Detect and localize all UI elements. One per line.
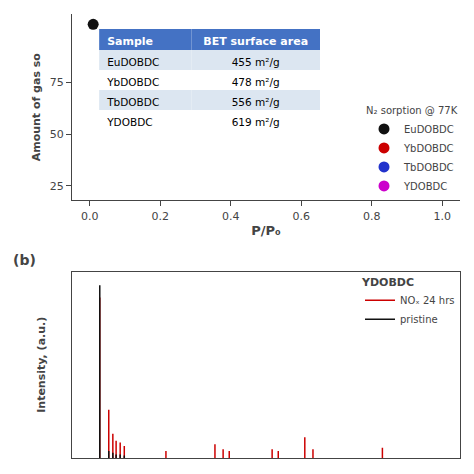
svg-text:0.0: 0.0 xyxy=(81,210,99,223)
svg-text:NOₓ 24 hrs: NOₓ 24 hrs xyxy=(400,295,455,306)
svg-text:50: 50 xyxy=(50,128,64,141)
svg-text:P/P₀: P/P₀ xyxy=(251,223,281,238)
svg-text:YDOBDC: YDOBDC xyxy=(403,181,447,192)
svg-text:619 m²/g: 619 m²/g xyxy=(232,116,280,128)
svg-text:N₂ sorption @ 77K: N₂ sorption @ 77K xyxy=(366,105,458,116)
svg-text:TbDOBDC: TbDOBDC xyxy=(106,96,159,108)
svg-text:EuDOBDC: EuDOBDC xyxy=(107,56,159,68)
svg-text:556 m²/g: 556 m²/g xyxy=(232,96,280,108)
svg-text:0.6: 0.6 xyxy=(293,210,311,223)
svg-text:455 m²/g: 455 m²/g xyxy=(232,56,280,68)
svg-text:1.0: 1.0 xyxy=(434,210,452,223)
svg-text:YDOBDC: YDOBDC xyxy=(361,276,414,289)
svg-text:YDOBDC: YDOBDC xyxy=(106,116,152,128)
svg-text:BET surface area: BET surface area xyxy=(203,35,308,48)
svg-text:(b): (b) xyxy=(13,252,36,268)
svg-text:Sample: Sample xyxy=(107,35,153,48)
svg-text:25: 25 xyxy=(50,180,64,193)
svg-text:Amount of gas so: Amount of gas so xyxy=(30,53,43,162)
svg-text:0.8: 0.8 xyxy=(363,210,381,223)
svg-text:Intensity, (a.u.): Intensity, (a.u.) xyxy=(36,317,49,413)
svg-text:YbDOBDC: YbDOBDC xyxy=(403,143,454,154)
svg-text:0.2: 0.2 xyxy=(151,210,169,223)
svg-text:478 m²/g: 478 m²/g xyxy=(232,76,280,88)
svg-text:75: 75 xyxy=(50,76,64,89)
svg-text:pristine: pristine xyxy=(400,314,438,325)
svg-text:TbDOBDC: TbDOBDC xyxy=(403,162,454,173)
svg-text:EuDOBDC: EuDOBDC xyxy=(404,124,454,135)
svg-text:0.4: 0.4 xyxy=(222,210,240,223)
svg-text:YbDOBDC: YbDOBDC xyxy=(106,76,159,88)
